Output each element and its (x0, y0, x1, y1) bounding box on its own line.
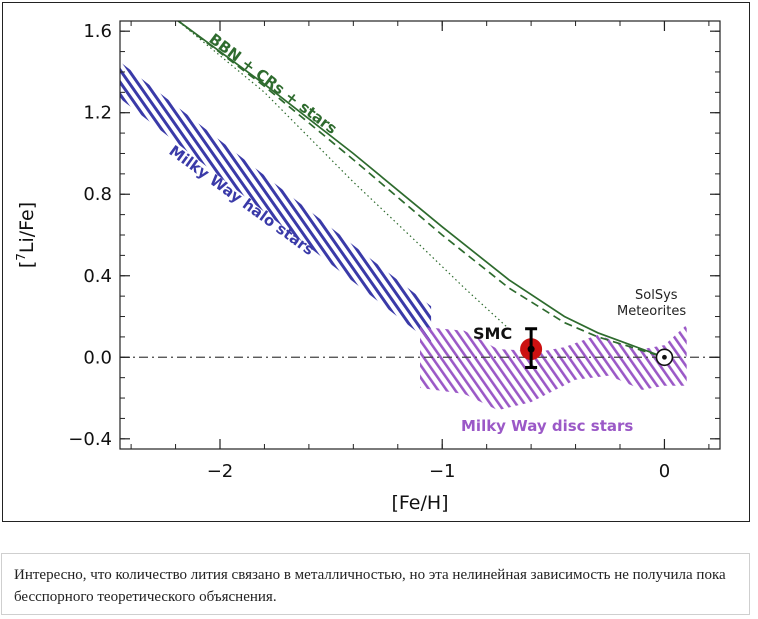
y-tick-label: −0.4 (68, 429, 112, 450)
y-tick-label: 0.8 (83, 184, 112, 205)
figure-frame: −2 −1 0 1.6 1.2 0.8 0.4 0.0 −0.4 BBN + CRs + sta… (2, 2, 750, 522)
chart: −2 −1 0 1.6 1.2 0.8 0.4 0.0 −0.4 BBN + CRs + sta… (14, 20, 721, 514)
y-tick-label: 1.2 (83, 103, 112, 124)
y-axis-label: [7Li/Fe] (14, 202, 38, 268)
series-line-dotted (177, 21, 510, 330)
halo-stars-band (120, 61, 432, 344)
smc-center-dot (527, 345, 535, 353)
bbn-curve-label: BBN + CRs + stars (206, 30, 341, 138)
meteorites-label: Meteorites (617, 304, 686, 319)
y-tick-label: 0.4 (83, 266, 112, 287)
solar-system-center-dot (662, 354, 667, 360)
x-axis-label: [Fe/H] (391, 492, 448, 514)
disc-stars-band (420, 324, 687, 411)
y-tick-label: 1.6 (83, 21, 112, 42)
y-tick-label: 0.0 (83, 347, 112, 368)
x-tick-label: −2 (207, 461, 234, 482)
x-tick-label: 0 (659, 461, 670, 482)
x-tick-label: −1 (429, 461, 456, 482)
series-line-dashed (176, 21, 665, 359)
smc-label: SMC (473, 324, 512, 343)
caption-text: Интересно, что количество лития связано … (14, 567, 726, 605)
solsys-label: SolSys (635, 288, 678, 303)
disc-stars-label: Milky Way disc stars (461, 417, 633, 435)
caption: Интересно, что количество лития связано … (1, 553, 750, 615)
series-line-solid (176, 21, 665, 359)
